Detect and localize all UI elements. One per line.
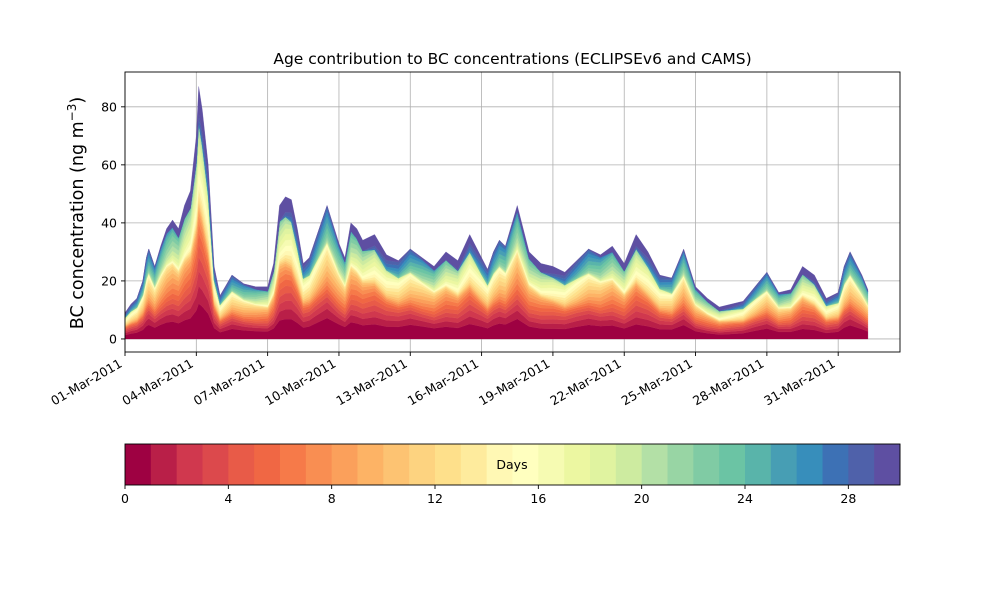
colorbar-swatch — [125, 444, 152, 485]
y-tick-label: 0 — [109, 331, 117, 346]
colorbar-swatch — [409, 444, 436, 485]
y-tick-label: 80 — [101, 99, 117, 114]
colorbar-label: Days — [496, 457, 527, 472]
colorbar-tick-label: 12 — [427, 491, 443, 506]
colorbar-swatch — [228, 444, 255, 485]
y-tick-label: 60 — [101, 157, 117, 172]
colorbar-swatch — [254, 444, 281, 485]
colorbar-tick-label: 24 — [737, 491, 753, 506]
y-axis: 0 20 40 60 80 — [101, 99, 125, 346]
y-tick-label: 20 — [101, 273, 117, 288]
colorbar-tick-label: 16 — [530, 491, 546, 506]
colorbar-swatch — [770, 444, 798, 485]
colorbar-swatch — [435, 444, 462, 485]
colorbar-tick-label: 28 — [840, 491, 856, 506]
colorbar-swatch — [822, 444, 849, 485]
colorbar-swatch — [796, 444, 823, 485]
y-axis-label-superscript: −3 — [65, 104, 79, 122]
colorbar-swatch — [486, 444, 513, 485]
colorbar: 0 4 8 12 16 20 24 28 — [121, 444, 901, 506]
colorbar-tick-label: 0 — [121, 491, 129, 506]
colorbar-swatch — [590, 444, 617, 485]
colorbar-swatch — [383, 444, 410, 485]
colorbar-swatch — [848, 444, 875, 485]
y-axis-label-main: BC concentration (ng m — [68, 121, 88, 329]
colorbar-swatch — [280, 444, 307, 485]
y-axis-label-close: ) — [68, 97, 88, 104]
colorbar-swatch — [564, 444, 591, 485]
colorbar-swatch — [874, 444, 901, 485]
colorbar-frame — [124, 443, 901, 486]
colorbar-swatch — [150, 444, 178, 485]
y-tick-label: 40 — [101, 215, 117, 230]
age-band-area — [125, 86, 869, 315]
colorbar-swatch — [460, 444, 488, 485]
age-stack-areas — [125, 86, 869, 340]
colorbar-swatch — [331, 444, 358, 485]
colorbar-swatch — [305, 444, 333, 485]
colorbar-swatch — [357, 444, 384, 485]
colorbar-swatch — [538, 444, 565, 485]
colorbar-swatch — [667, 444, 694, 485]
colorbar-swatch — [615, 444, 643, 485]
colorbar-swatch — [719, 444, 746, 485]
colorbar-swatch — [202, 444, 229, 485]
colorbar-swatch — [693, 444, 720, 485]
colorbar-swatch — [641, 444, 668, 485]
colorbar-swatch — [745, 444, 772, 485]
colorbar-swatch — [176, 444, 203, 485]
chart-title: Age contribution to BC concentrations (E… — [273, 50, 751, 68]
colorbar-tick-label: 8 — [328, 491, 336, 506]
colorbar-tick-label: 4 — [224, 491, 232, 506]
colorbar-swatch — [512, 444, 539, 485]
y-axis-label: BC concentration (ng m−3) — [65, 97, 88, 329]
colorbar-tick-label: 20 — [634, 491, 650, 506]
plot-frame — [124, 71, 901, 353]
